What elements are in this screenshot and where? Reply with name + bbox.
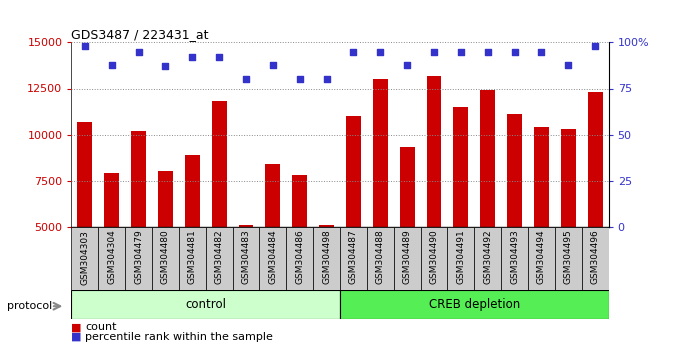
Bar — [454, 107, 469, 227]
Point — [348, 49, 359, 55]
Bar — [286, 227, 313, 290]
Text: percentile rank within the sample: percentile rank within the sample — [85, 332, 273, 342]
Point — [509, 49, 520, 55]
Bar — [507, 114, 522, 227]
Bar — [501, 227, 528, 290]
Point — [428, 49, 439, 55]
Text: CREB depletion: CREB depletion — [428, 298, 520, 311]
Bar — [561, 129, 576, 227]
Text: GSM304303: GSM304303 — [80, 230, 89, 285]
Bar — [99, 227, 125, 290]
Bar — [367, 227, 394, 290]
Text: GSM304482: GSM304482 — [215, 230, 224, 284]
Text: GSM304484: GSM304484 — [269, 230, 277, 284]
Point — [294, 76, 305, 82]
Point — [160, 64, 171, 69]
Point — [402, 62, 413, 67]
Bar — [447, 227, 475, 290]
Bar — [373, 79, 388, 227]
Point — [482, 49, 493, 55]
Point — [187, 55, 198, 60]
Bar — [233, 227, 260, 290]
Bar — [394, 227, 420, 290]
Bar — [265, 164, 280, 227]
Text: GDS3487 / 223431_at: GDS3487 / 223431_at — [71, 28, 209, 41]
Point — [590, 43, 600, 49]
Point — [456, 49, 466, 55]
Bar — [239, 225, 254, 227]
Point — [267, 62, 278, 67]
Text: GSM304481: GSM304481 — [188, 230, 197, 285]
Bar — [426, 76, 441, 227]
Bar — [313, 227, 340, 290]
Point — [536, 49, 547, 55]
Bar — [71, 227, 98, 290]
Bar — [588, 92, 602, 227]
Bar — [71, 290, 340, 319]
Point — [321, 76, 332, 82]
Bar — [475, 227, 501, 290]
Bar — [528, 227, 555, 290]
Bar — [152, 227, 179, 290]
Text: ■: ■ — [71, 322, 82, 332]
Text: GSM304490: GSM304490 — [430, 230, 439, 285]
Text: GSM304479: GSM304479 — [134, 230, 143, 285]
Point — [80, 43, 90, 49]
Bar — [534, 127, 549, 227]
Text: GSM304493: GSM304493 — [510, 230, 519, 285]
Text: GSM304491: GSM304491 — [456, 230, 465, 285]
Bar — [340, 290, 609, 319]
Text: GSM304496: GSM304496 — [591, 230, 600, 285]
Bar — [179, 227, 206, 290]
Bar — [346, 116, 361, 227]
Text: GSM304304: GSM304304 — [107, 230, 116, 285]
Bar — [206, 227, 233, 290]
Text: GSM304494: GSM304494 — [537, 230, 546, 284]
Bar — [260, 227, 286, 290]
Bar — [292, 175, 307, 227]
Bar — [104, 173, 119, 227]
Bar — [319, 225, 334, 227]
Bar — [185, 155, 200, 227]
Text: ■: ■ — [71, 332, 82, 342]
Bar — [78, 122, 92, 227]
Text: protocol: protocol — [7, 301, 52, 311]
Bar — [131, 131, 146, 227]
Point — [241, 76, 252, 82]
Text: GSM304483: GSM304483 — [241, 230, 250, 285]
Bar — [582, 227, 609, 290]
Bar — [480, 90, 495, 227]
Text: GSM304495: GSM304495 — [564, 230, 573, 285]
Text: GSM304480: GSM304480 — [161, 230, 170, 285]
Text: GSM304488: GSM304488 — [376, 230, 385, 285]
Point — [563, 62, 574, 67]
Text: GSM304489: GSM304489 — [403, 230, 411, 285]
Bar — [555, 227, 582, 290]
Bar — [400, 147, 415, 227]
Text: GSM304486: GSM304486 — [295, 230, 304, 285]
Bar — [125, 227, 152, 290]
Text: GSM304492: GSM304492 — [483, 230, 492, 284]
Bar — [158, 171, 173, 227]
Text: GSM304498: GSM304498 — [322, 230, 331, 285]
Point — [375, 49, 386, 55]
Text: count: count — [85, 322, 116, 332]
Point — [133, 49, 144, 55]
Bar — [420, 227, 447, 290]
Bar — [211, 101, 226, 227]
Text: control: control — [185, 298, 226, 311]
Point — [106, 62, 117, 67]
Bar — [340, 227, 367, 290]
Text: GSM304487: GSM304487 — [349, 230, 358, 285]
Point — [214, 55, 224, 60]
